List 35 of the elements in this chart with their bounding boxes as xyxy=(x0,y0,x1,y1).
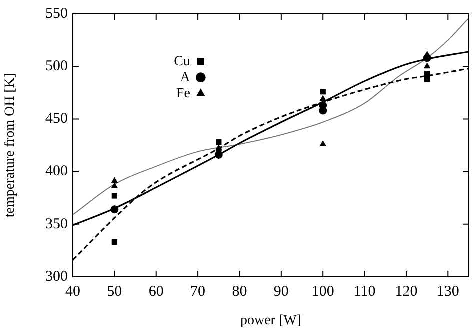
point xyxy=(424,71,430,77)
point xyxy=(320,140,327,146)
x-tick-label: 70 xyxy=(190,284,206,300)
point xyxy=(110,206,119,214)
x-tick-label: 40 xyxy=(66,284,80,300)
x-tick-label: 60 xyxy=(148,284,164,300)
x-tick-label: 50 xyxy=(107,284,122,300)
point xyxy=(424,62,431,69)
point xyxy=(112,239,118,246)
y-axis-title: temperature from OH [K] xyxy=(3,73,18,218)
x-tick-label: 110 xyxy=(354,284,376,300)
y-tick-label: 450 xyxy=(46,111,68,128)
legend-label: A xyxy=(180,70,192,86)
y-tick-label: 350 xyxy=(46,216,68,232)
point xyxy=(216,140,222,146)
legend-label: Fe xyxy=(176,86,190,102)
y-tick-label: 500 xyxy=(46,58,68,75)
x-tick-label: 80 xyxy=(232,284,248,300)
point xyxy=(424,76,430,82)
x-tick-label: 90 xyxy=(274,284,289,300)
point xyxy=(320,95,327,102)
point xyxy=(423,54,432,62)
point xyxy=(111,177,118,184)
point xyxy=(320,89,326,95)
x-tick-label: 120 xyxy=(395,284,418,300)
line-series xyxy=(73,18,469,216)
x-tick-label: 100 xyxy=(312,284,334,300)
x-tick-label: 130 xyxy=(436,284,460,300)
y-tick-label: 400 xyxy=(46,164,68,180)
y-tick-label: 550 xyxy=(46,6,68,22)
x-axis-title: power [W] xyxy=(240,313,302,328)
point xyxy=(112,193,118,199)
legend-label: Cu xyxy=(174,54,190,70)
point xyxy=(111,182,118,189)
y-tick-label: 300 xyxy=(46,268,68,285)
